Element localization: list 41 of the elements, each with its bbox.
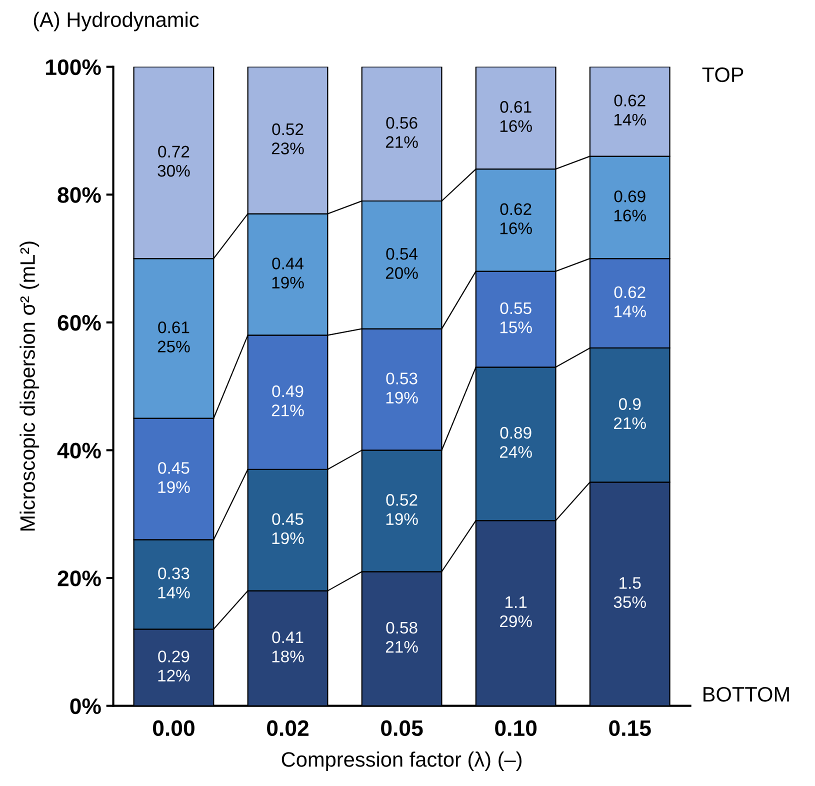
x-tick-label: 0.00: [152, 720, 194, 736]
data-label: 0.29 12%: [158, 650, 190, 682]
data-label: 0.62 14%: [614, 286, 646, 318]
y-tick-label: 20%: [58, 570, 101, 586]
data-label: 0.33 14%: [158, 568, 190, 598]
data-label: 1.5 35%: [614, 577, 646, 608]
data-label: 0.54 20%: [386, 248, 418, 279]
text: BOTTOM: [704, 686, 789, 702]
y-tick-label: 0%: [70, 698, 101, 714]
data-label: 0.52 19%: [386, 494, 418, 525]
data-label: 0.53 19%: [386, 372, 418, 404]
text: TOP: [702, 67, 744, 82]
x-tick-label: 0.10: [495, 720, 537, 736]
y-tick-label: 100%: [46, 59, 101, 76]
data-label: 0.41 18%: [272, 631, 304, 662]
y-tick-label: 60%: [58, 314, 101, 331]
x-tick-label: 0.05: [381, 720, 423, 736]
data-label: 0.9 21%: [614, 398, 646, 430]
data-label: 0.62 14%: [614, 94, 646, 126]
data-label: 0.55 15%: [500, 302, 532, 334]
data-label: 0.89 24%: [500, 426, 532, 458]
data-label: 0.45 19%: [158, 462, 190, 494]
data-label: 0.44 19%: [272, 258, 304, 289]
x-tick-label: 0.02: [267, 720, 308, 736]
data-label: 0.61 16%: [500, 101, 532, 132]
data-label: 0.69 16%: [614, 190, 646, 222]
data-label: 0.62 16%: [500, 203, 532, 234]
data-label: 0.56 21%: [386, 117, 418, 148]
chart-title: (A) Hydrodynamic: [34, 12, 199, 32]
data-label: 0.49 21%: [272, 385, 304, 416]
y-tick-label: 40%: [57, 442, 101, 458]
x-tick-label: 0.15: [609, 720, 651, 736]
y-axis-title: Microscopic dispersion σ² (mL²): [20, 242, 40, 531]
data-label: 0.58 21%: [386, 622, 418, 653]
data-label: 0.72 30%: [158, 146, 190, 177]
data-label: 0.52 23%: [272, 123, 304, 154]
data-label: 0.61 25%: [158, 321, 190, 352]
x-axis-title: Compression factor (λ) (–): [282, 752, 522, 771]
data-label: 1.1 29%: [500, 596, 532, 628]
data-label: 0.45 19%: [272, 513, 304, 544]
y-tick-label: 80%: [58, 187, 101, 203]
